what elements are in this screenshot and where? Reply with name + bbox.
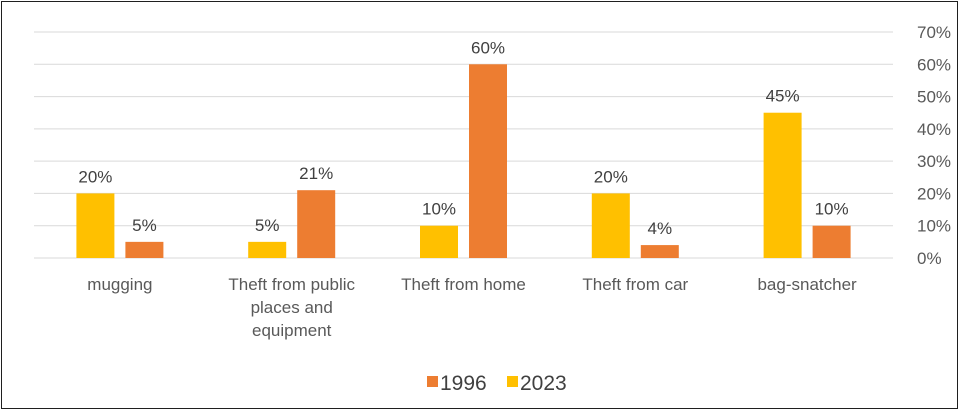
y-tick-label: 70% [917, 23, 951, 42]
data-label: 60% [471, 38, 505, 57]
data-label: 5% [132, 216, 157, 235]
bar-1996 [640, 245, 679, 258]
category-label: Theft from car [582, 275, 688, 294]
y-tick-label: 60% [917, 55, 951, 74]
bar-1996 [469, 64, 507, 259]
y-tick-label: 40% [917, 120, 951, 139]
data-label: 10% [815, 200, 849, 219]
bar-2023 [420, 225, 458, 258]
category-label: Theft from home [401, 275, 526, 294]
data-label: 4% [648, 219, 673, 238]
category-label: equipment [252, 321, 332, 340]
category-label: bag-snatcher [757, 275, 857, 294]
bar-1996 [297, 190, 336, 258]
bar-1996 [812, 225, 851, 258]
y-tick-label: 10% [917, 217, 951, 236]
category-label: places and [251, 298, 333, 317]
y-tick-label: 50% [917, 88, 951, 107]
data-label: 20% [594, 167, 628, 186]
category-label: Theft from public [228, 275, 355, 294]
y-tick-label: 30% [917, 152, 951, 171]
data-label: 20% [78, 167, 112, 186]
legend-swatch-1996 [427, 376, 438, 387]
category-label: mugging [87, 275, 152, 294]
data-label: 21% [299, 164, 333, 183]
legend-label-2023: 2023 [520, 372, 567, 395]
legend-swatch-2023 [507, 376, 518, 387]
bar-2023 [248, 241, 287, 258]
bar-1996 [125, 241, 164, 258]
y-tick-label: 20% [917, 184, 951, 203]
data-label: 5% [255, 216, 280, 235]
data-label: 10% [422, 200, 456, 219]
bar-2023 [76, 193, 115, 258]
y-tick-label: 0% [917, 249, 942, 268]
bar-2023 [763, 112, 802, 258]
legend-label-1996: 1996 [440, 372, 487, 395]
data-label: 45% [766, 87, 800, 106]
bar-2023 [591, 193, 630, 258]
